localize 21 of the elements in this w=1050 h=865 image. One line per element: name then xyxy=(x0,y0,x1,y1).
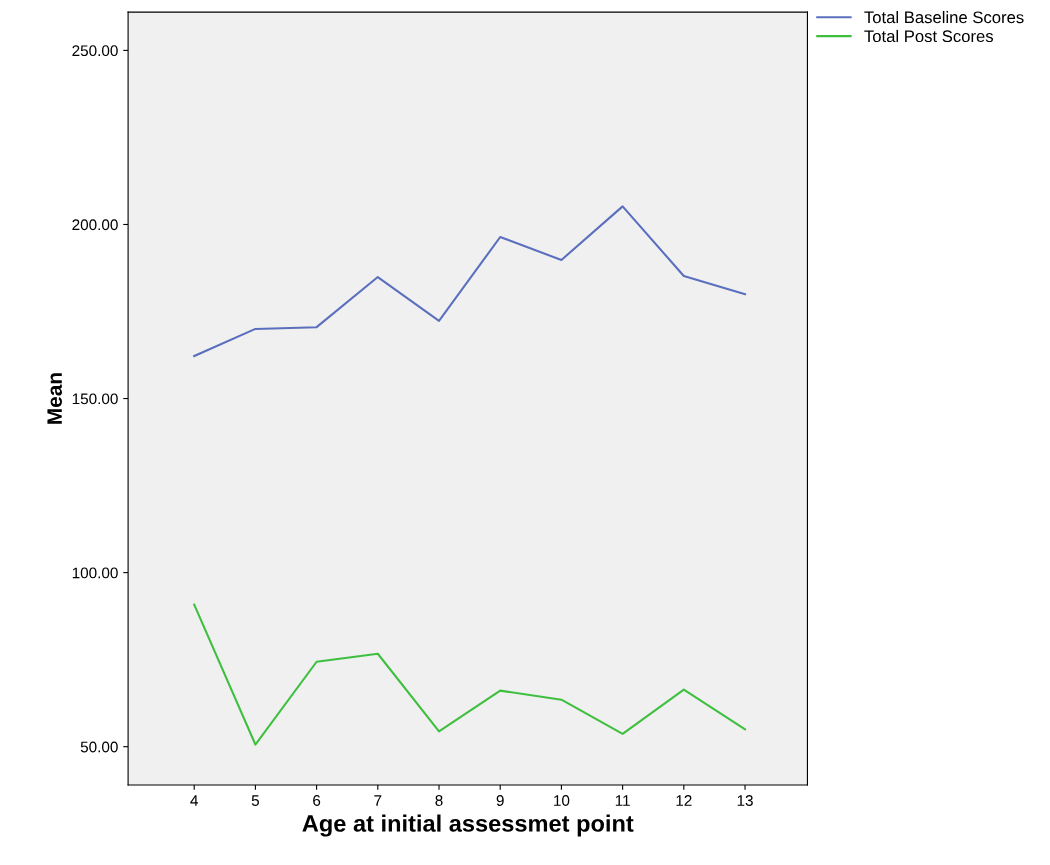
x-tick-label: 11 xyxy=(615,795,630,806)
y-tick-label: 100.00 xyxy=(72,567,118,579)
x-tick-label: 8 xyxy=(435,795,443,806)
y-tick-label: 200.00 xyxy=(72,219,118,231)
x-tick-label: 12 xyxy=(676,795,692,806)
x-tick-label: 9 xyxy=(496,795,504,806)
y-tick-label: 150.00 xyxy=(72,393,118,405)
x-tick-label: 6 xyxy=(313,795,321,806)
line-series xyxy=(193,603,747,746)
x-axis-title: Age at initial assessmet point xyxy=(302,814,634,837)
x-tick-label: 4 xyxy=(190,795,198,806)
x-tick-label: 7 xyxy=(374,795,382,806)
legend-label: Total Baseline Scores xyxy=(864,10,1024,24)
legend-label: Total Post Scores xyxy=(864,29,994,43)
y-axis-title: Mean xyxy=(47,373,62,424)
x-tick-label: 13 xyxy=(737,795,753,806)
x-tick-label: 10 xyxy=(554,795,570,806)
y-tick-label: 250.00 xyxy=(72,45,118,57)
line-series xyxy=(193,205,747,358)
y-tick-label: 50.00 xyxy=(80,741,118,753)
x-tick-label: 5 xyxy=(251,795,260,806)
